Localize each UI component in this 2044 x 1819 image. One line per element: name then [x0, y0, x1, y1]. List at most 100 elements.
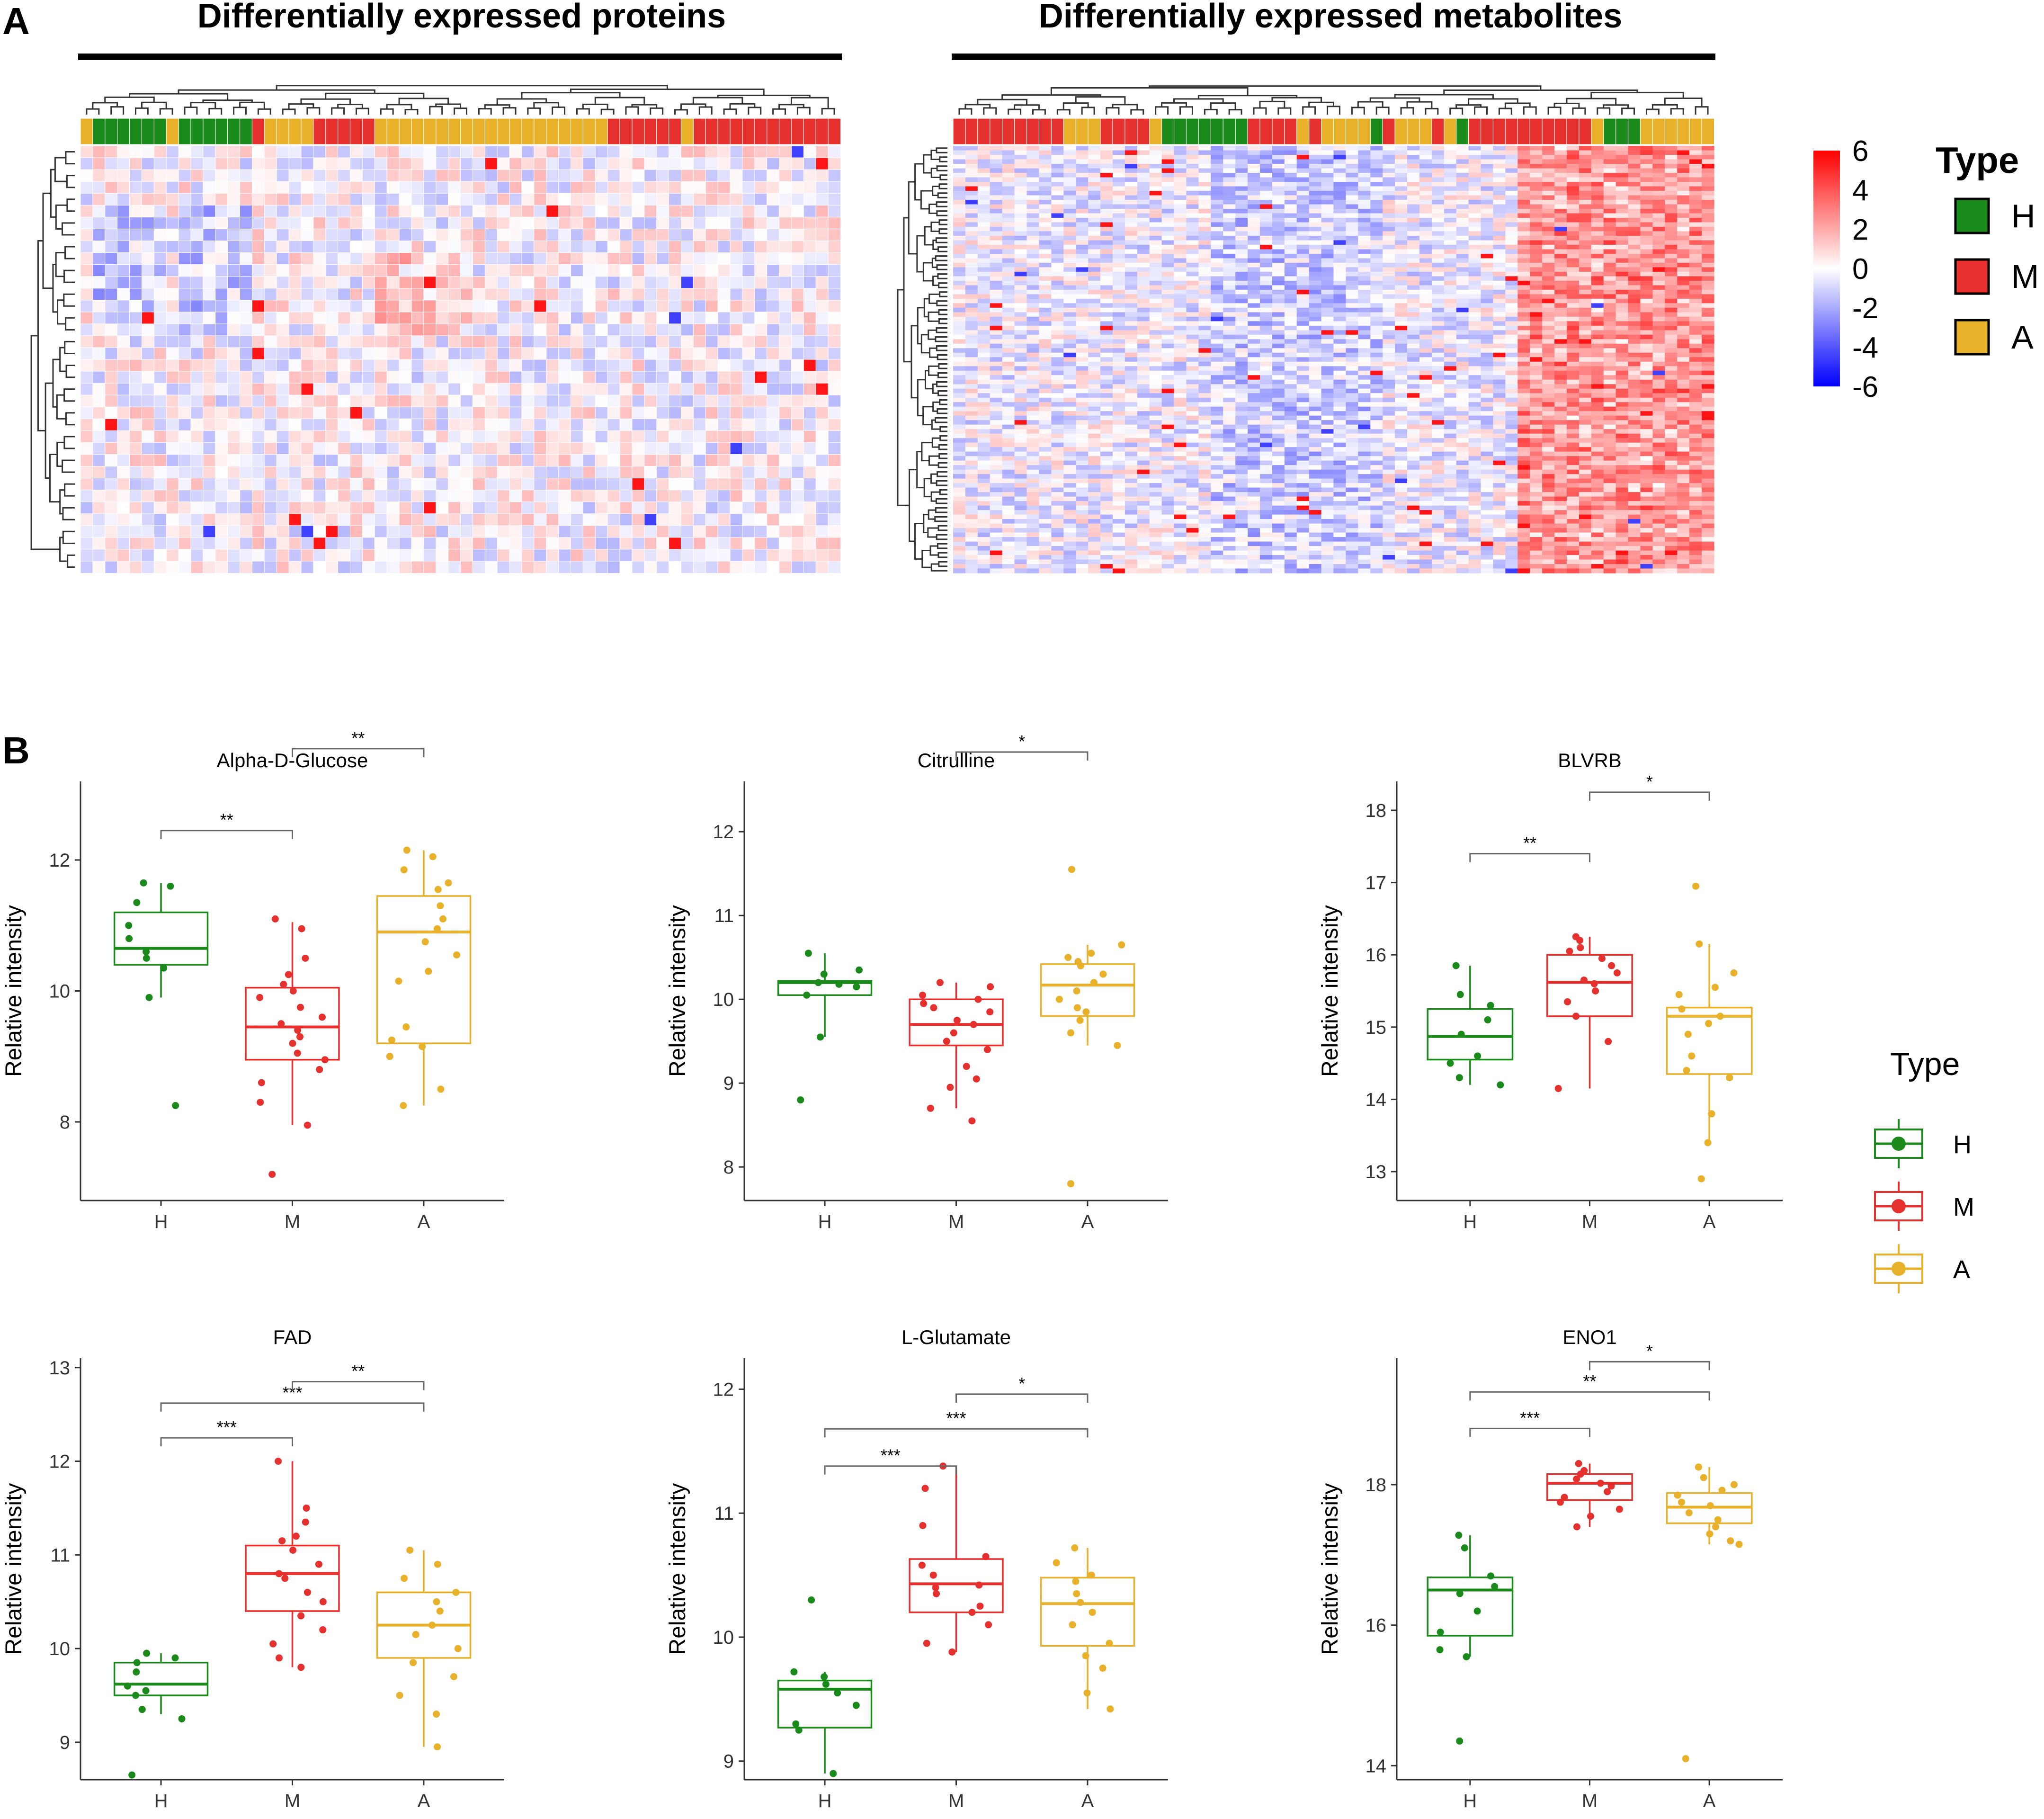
heatmap-cell: [607, 454, 621, 467]
heatmap-cell: [1137, 258, 1150, 263]
heatmap-cell: [705, 312, 719, 324]
heatmap-cell: [1333, 181, 1347, 187]
heatmap-cell: [411, 323, 424, 336]
heatmap-cell: [1333, 267, 1347, 272]
heatmap-cell: [264, 157, 277, 170]
heatmap-cell: [558, 228, 571, 242]
heatmap-cell: [1616, 222, 1629, 227]
heatmap-cell: [484, 335, 498, 349]
column-dendrogram-link: [300, 98, 351, 105]
heatmap-cell: [619, 478, 633, 491]
heatmap-cell: [1051, 289, 1064, 295]
heatmap-cell: [791, 537, 804, 550]
heatmap-cell: [80, 359, 93, 372]
heatmap-cell: [448, 312, 461, 324]
heatmap-cell: [1431, 181, 1445, 187]
column-annotation-cell: [1689, 118, 1703, 145]
row-dendrogram-link: [937, 552, 947, 558]
heatmap-cell: [669, 442, 682, 455]
heatmap-cell: [1088, 303, 1101, 308]
heatmap-cell: [153, 228, 167, 242]
heatmap-cell: [1248, 307, 1260, 313]
heatmap-cell: [828, 145, 841, 159]
heatmap-cell: [1702, 154, 1714, 160]
heatmap-cell: [730, 394, 743, 408]
heatmap-cell: [693, 466, 706, 479]
heatmap-cell: [1444, 208, 1457, 214]
heatmap-cell: [1014, 154, 1027, 160]
heatmap-cell: [619, 502, 633, 514]
heatmap-cell: [521, 300, 535, 313]
heatmap-cell: [1137, 253, 1150, 259]
heatmap-cell: [1063, 298, 1076, 304]
heatmap-cell: [1198, 208, 1211, 214]
heatmap-cell: [1174, 195, 1187, 200]
heatmap-cell: [1702, 249, 1714, 254]
heatmap-cell: [117, 561, 130, 574]
heatmap-cell: [484, 561, 498, 574]
heatmap-cell: [436, 513, 449, 526]
heatmap-cell: [472, 157, 486, 170]
heatmap-cell: [1014, 249, 1027, 254]
heatmap-cell: [680, 513, 694, 526]
heatmap-cell: [166, 335, 179, 349]
heatmap-cell: [1628, 271, 1641, 277]
heatmap-cell: [767, 406, 780, 420]
heatmap-cell: [1014, 231, 1027, 236]
heatmap-cell: [619, 228, 633, 242]
heatmap-cell: [166, 502, 179, 514]
heatmap-cell: [1088, 280, 1101, 286]
heatmap-cell: [472, 312, 486, 324]
heatmap-cell: [288, 359, 302, 372]
heatmap-cell: [1321, 271, 1334, 277]
heatmap-cell: [669, 300, 682, 313]
heatmap-cell: [313, 347, 326, 360]
heatmap-cell: [1309, 303, 1322, 308]
heatmap-cell: [448, 383, 461, 396]
heatmap-cell: [1149, 303, 1162, 308]
heatmap-cell: [203, 383, 216, 396]
heatmap-cell: [754, 312, 768, 324]
heatmap-cell: [1358, 146, 1371, 151]
heatmap-cell: [1383, 177, 1395, 182]
heatmap-cell: [965, 177, 978, 182]
heatmap-cell: [632, 359, 645, 372]
heatmap-cell: [1248, 204, 1260, 209]
heatmap-cell: [632, 490, 645, 502]
heatmap-cell: [680, 288, 694, 301]
heatmap-cell: [1370, 146, 1383, 151]
heatmap-cell: [215, 442, 228, 455]
heatmap-cell: [521, 466, 535, 479]
heatmap-cell: [1431, 208, 1445, 214]
column-dendrogram-link: [1468, 98, 1518, 105]
heatmap-cell: [190, 228, 204, 242]
heatmap-cell: [350, 240, 363, 253]
heatmap-cell: [288, 193, 302, 206]
heatmap-cell: [460, 264, 473, 277]
heatmap-cell: [436, 466, 449, 479]
heatmap-cell: [1296, 307, 1310, 313]
heatmap-cell: [80, 145, 93, 159]
heatmap-cell: [472, 264, 486, 277]
heatmap-cell: [1493, 303, 1506, 308]
heatmap-cell: [779, 300, 792, 313]
heatmap-cell: [534, 288, 547, 301]
heatmap-cell: [460, 193, 473, 206]
heatmap-cell: [1665, 159, 1678, 164]
heatmap-cell: [521, 312, 535, 324]
heatmap-cell: [1076, 240, 1089, 245]
heatmap-cell: [484, 549, 498, 562]
heatmap-cell: [953, 235, 966, 241]
heatmap-cell: [693, 145, 706, 159]
heatmap-cell: [301, 371, 314, 384]
heatmap-cell: [705, 383, 719, 396]
heatmap-cell: [313, 240, 326, 253]
heatmap-cell: [1579, 186, 1592, 191]
heatmap-cell: [1002, 267, 1015, 272]
heatmap-cell: [1395, 294, 1408, 299]
heatmap-cell: [705, 228, 719, 242]
heatmap-cell: [1112, 208, 1125, 214]
heatmap-cell: [1493, 312, 1506, 317]
heatmap-cell: [1640, 226, 1653, 232]
column-annotation-cell: [1579, 118, 1592, 145]
